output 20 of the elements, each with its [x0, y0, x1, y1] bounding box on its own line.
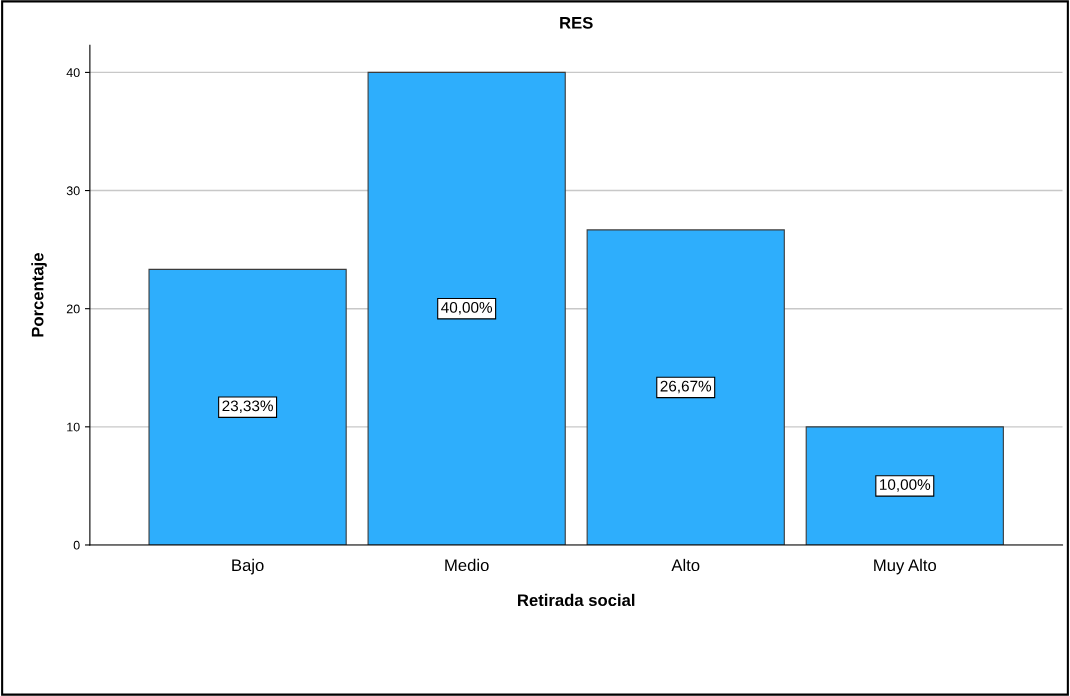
y-tick-label: 20: [66, 304, 80, 314]
y-tick-label: 40: [66, 68, 80, 78]
x-tick-label: Bajo: [232, 558, 264, 575]
y-axis-title: Porcentaje: [31, 253, 47, 337]
x-tick-label: Alto: [671, 558, 700, 572]
y-tick-label: 10: [67, 422, 80, 432]
x-tick-label: Muy Alto: [874, 558, 937, 575]
bar: [586, 229, 785, 545]
chart-title: RES: [560, 16, 593, 29]
bar: [805, 426, 1004, 545]
x-tick-label: Medio: [445, 558, 489, 572]
bar: [367, 71, 566, 545]
y-tick-label: 30: [66, 186, 80, 196]
data-label: 23,33%: [222, 400, 273, 414]
bar: [148, 268, 347, 545]
data-label: 26,67%: [660, 380, 712, 394]
x-axis-title: Retirada social: [518, 593, 635, 607]
data-label: 10,00%: [880, 479, 931, 492]
y-tick-label: 0: [73, 540, 80, 550]
data-label: 40,00%: [441, 301, 493, 315]
